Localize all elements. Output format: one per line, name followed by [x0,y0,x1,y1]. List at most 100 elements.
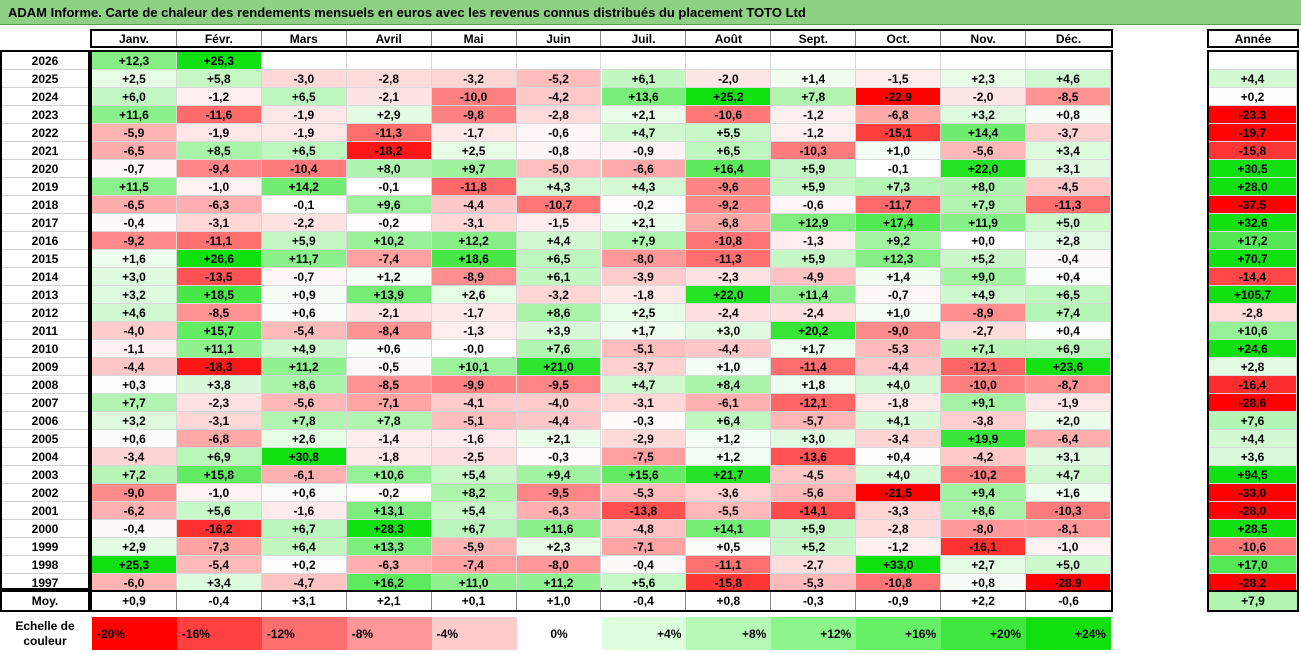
average-cell: -0,3 [771,592,857,610]
year-label: 2017 [2,214,88,232]
heatmap-cell: -11,3 [1026,196,1111,214]
heatmap-cell: -9,5 [516,376,602,394]
heatmap-cell: -0,2 [346,484,432,502]
heatmap-cell: -3,3 [856,502,942,520]
heatmap-cell: -3,7 [601,358,687,376]
heatmap-cell: -11,4 [771,358,857,376]
month-header: Sept. [771,31,857,46]
heatmap-cell: -8,9 [941,304,1027,322]
average-cell: +3,1 [262,592,347,610]
month-header: Janv. [92,31,177,46]
heatmap-cell: +1,7 [771,340,857,358]
year-label: 2018 [2,196,88,214]
annual-average-cell: +7,9 [1209,592,1297,610]
heatmap-cell: -1,1 [92,340,177,358]
heatmap-cell: +7,7 [92,394,177,412]
heatmap-cell: +13,6 [601,88,687,106]
heatmap-cell: -1,0 [1026,538,1111,556]
heatmap-cell: -0,1 [346,178,432,196]
heatmap-cell: +5,9 [771,178,857,196]
heatmap-cell: -4,8 [601,520,687,538]
heatmap-cell: -22,9 [856,88,942,106]
heatmap-cell: +1,6 [1026,484,1111,502]
heatmap-cell: -1,7 [431,304,517,322]
heatmap-cell: -2,2 [261,214,347,232]
heatmap-cell: -0,3 [601,412,687,430]
heatmap-cell: +4,7 [601,376,687,394]
heatmap-cell: -6,3 [346,556,432,574]
average-label-box: Moy. [0,590,90,612]
annual-header: Année [1207,29,1299,48]
heatmap-cell: -7,5 [601,448,687,466]
heatmap-cell: -13,6 [771,448,857,466]
heatmap-cell: +15,8 [176,466,262,484]
heatmap-cell: +0,0 [941,232,1027,250]
heatmap-cell: +1,0 [856,304,942,322]
annual-header-label: Année [1234,31,1272,46]
heatmap-cell: +1,4 [771,70,857,88]
heatmap-cell [346,52,432,70]
heatmap-cell: -6,8 [856,106,942,124]
heatmap-cell: +11,2 [261,358,347,376]
heatmap-cell: -0,4 [1026,250,1111,268]
heatmap-cell: -1,9 [261,106,347,124]
legend-swatch: +8% [686,617,772,650]
heatmap-cell: -8,7 [1026,376,1111,394]
heatmap-cell: -5,6 [941,142,1027,160]
average-cell: -0,6 [1058,594,1079,608]
heatmap-cell: +2,8 [1026,232,1111,250]
heatmap-cell: +4,1 [856,412,942,430]
heatmap-cell: -0,7 [261,268,347,286]
heatmap-cell: +11,7 [261,250,347,268]
heatmap-cell: +7,8 [771,88,857,106]
heatmap-cell: -11,8 [431,178,517,196]
heatmap-cell: +0,4 [1026,268,1111,286]
heatmap-cell: -13,5 [176,268,262,286]
heatmap-cell: +3,0 [771,430,857,448]
heatmap-cell: +33,0 [856,556,942,574]
heatmap-cell: -2,4 [771,304,857,322]
heatmap-cell: +6,9 [1026,340,1111,358]
heatmap-cell: +7,6 [516,340,602,358]
heatmap-cell: +3,4 [1026,142,1111,160]
heatmap-cell: +3,2 [941,106,1027,124]
heatmap-cell: -7,3 [176,538,262,556]
annual-cell: +7,6 [1209,412,1297,430]
year-label: 2009 [2,358,88,376]
heatmap-cell: +1,2 [686,430,772,448]
heatmap-cell: -8,0 [516,556,602,574]
heatmap-cell: -7,4 [431,556,517,574]
year-label: 2022 [2,124,88,142]
heatmap-cell: -6,8 [176,430,262,448]
heatmap-cell: -3,4 [856,430,942,448]
heatmap-cell: +4,9 [261,340,347,358]
heatmap-cell: -0,0 [431,340,517,358]
heatmap-cell: -1,4 [346,430,432,448]
heatmap-cell: -4,4 [431,196,517,214]
heatmap-cell: -2,7 [771,556,857,574]
heatmap-cell: +11,6 [516,520,602,538]
heatmap-cell: +5,5 [686,124,772,142]
legend-label: Echelle de couleur [15,619,75,648]
heatmap-cell: +6,7 [261,520,347,538]
heatmap-cell: -6,8 [686,214,772,232]
heatmap-cell: +7,2 [92,466,177,484]
year-label: 2024 [2,88,88,106]
heatmap-cell: -9,4 [176,160,262,178]
annual-cell: +10,6 [1209,322,1297,340]
legend-swatch: 0% [516,617,602,650]
annual-cell: -19,7 [1209,124,1297,142]
heatmap-cell: +0,9 [261,286,347,304]
heatmap-cell: +5,2 [941,250,1027,268]
heatmap-cell: +6,1 [516,268,602,286]
heatmap-cell: +5,9 [771,160,857,178]
heatmap-cell: +10,2 [346,232,432,250]
heatmap-cell: -11,6 [176,106,262,124]
heatmap-cell: -1,2 [856,538,942,556]
heatmap-cell: -4,1 [431,394,517,412]
heatmap-cell: +11,9 [941,214,1027,232]
heatmap-cell: +3,9 [516,322,602,340]
chart-title: ADAM Informe. Carte de chaleur des rende… [8,5,806,20]
heatmap-cell: +5,2 [771,538,857,556]
heatmap-cell: +30,8 [261,448,347,466]
